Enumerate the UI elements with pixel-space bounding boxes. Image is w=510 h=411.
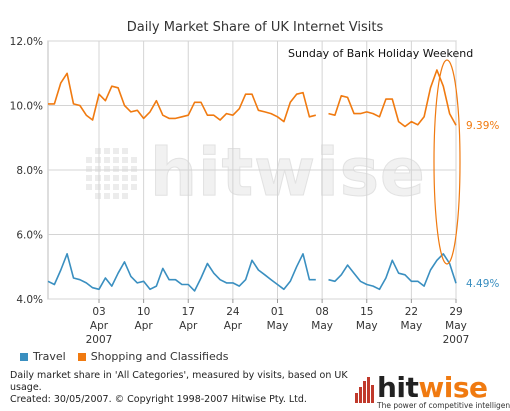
x-tick-label: May bbox=[401, 320, 423, 332]
watermark-dot bbox=[122, 148, 128, 154]
logo-bars-icon bbox=[355, 377, 375, 403]
watermark-dot bbox=[95, 175, 101, 181]
annotation-text: Sunday of Bank Holiday Weekend bbox=[288, 47, 473, 60]
x-tick-label: May bbox=[356, 320, 378, 332]
watermark-dot bbox=[95, 148, 101, 154]
watermark-dot bbox=[95, 193, 101, 199]
x-tick-label: 15 bbox=[360, 306, 373, 318]
chart-title: Daily Market Share of UK Internet Visits bbox=[127, 20, 384, 35]
watermark-dot bbox=[86, 175, 92, 181]
watermark-dot bbox=[104, 157, 110, 163]
watermark-dot bbox=[113, 166, 119, 172]
y-tick-label: 10.0% bbox=[10, 101, 43, 113]
x-tick-label: May bbox=[311, 320, 333, 332]
legend-label-shopping: Shopping and Classifieds bbox=[90, 350, 229, 363]
end-labels: 4.49% 9.39% bbox=[466, 120, 499, 290]
watermark-dot bbox=[104, 166, 110, 172]
watermark-dot bbox=[122, 166, 128, 172]
watermark-dot bbox=[113, 148, 119, 154]
watermark-dot bbox=[122, 184, 128, 190]
x-tick-label: 2007 bbox=[86, 334, 113, 346]
legend: Travel Shopping and Classifieds bbox=[20, 350, 228, 363]
y-tick-label: 8.0% bbox=[16, 165, 43, 177]
x-tick-label: 10 bbox=[137, 306, 150, 318]
y-axis: 12.0% 10.0% 8.0% 6.0% 4.0% bbox=[10, 36, 43, 306]
watermark-dot bbox=[113, 193, 119, 199]
legend-label-travel: Travel bbox=[33, 350, 66, 363]
watermark-dot bbox=[131, 166, 137, 172]
logo-wordmark: hitwise bbox=[377, 371, 488, 404]
x-tick-label: 08 bbox=[315, 306, 328, 318]
legend-swatch-shopping bbox=[77, 352, 86, 361]
x-tick-label: May bbox=[267, 320, 289, 332]
x-tick-label: 03 bbox=[92, 306, 105, 318]
logo-wordmark-prefix: hit bbox=[377, 371, 419, 404]
watermark-dot bbox=[104, 193, 110, 199]
end-label-shopping-and-classifieds: 9.39% bbox=[466, 120, 499, 132]
x-tick-label: 22 bbox=[405, 306, 418, 318]
watermark-dot bbox=[86, 157, 92, 163]
watermark-dot bbox=[122, 175, 128, 181]
y-tick-label: 4.0% bbox=[16, 294, 43, 306]
gridlines bbox=[48, 40, 457, 300]
watermark-dot bbox=[113, 175, 119, 181]
x-tick-label: 24 bbox=[226, 306, 240, 318]
legend-item-shopping: Shopping and Classifieds bbox=[77, 350, 229, 363]
y-tick-label: 12.0% bbox=[10, 36, 43, 48]
end-label-travel: 4.49% bbox=[466, 278, 499, 290]
x-tick-label: Apr bbox=[135, 320, 154, 332]
x-tick-label: 01 bbox=[271, 306, 284, 318]
watermark-dot bbox=[95, 157, 101, 163]
hitwise-logo: hitwise The power of competitive intelli… bbox=[355, 371, 510, 410]
series-line-travel bbox=[47, 253, 457, 292]
watermark-dot bbox=[131, 184, 137, 190]
watermark-dot bbox=[113, 184, 119, 190]
series-line-shopping-and-classifieds bbox=[48, 69, 457, 128]
watermark-dot bbox=[104, 175, 110, 181]
x-tick-label: 17 bbox=[182, 306, 195, 318]
hitwise-watermark: hitwise bbox=[86, 134, 426, 212]
x-tick-label: 2007 bbox=[443, 334, 470, 346]
watermark-dot bbox=[95, 166, 101, 172]
bank-holiday-highlight bbox=[433, 59, 461, 265]
watermark-dot bbox=[86, 184, 92, 190]
footnote-line-1: Daily market share in 'All Categories', … bbox=[10, 370, 348, 393]
x-tick-label: May bbox=[445, 320, 467, 332]
watermark-dot bbox=[104, 184, 110, 190]
y-tick-label: 6.0% bbox=[16, 230, 43, 242]
x-tick-label: Apr bbox=[90, 320, 109, 332]
footnote-line-2: Created: 30/05/2007. © Copyright 1998-20… bbox=[10, 394, 307, 405]
watermark-dot bbox=[122, 193, 128, 199]
x-tick-label: Apr bbox=[224, 320, 243, 332]
watermark-dot bbox=[113, 157, 119, 163]
watermark-dot bbox=[122, 157, 128, 163]
logo-wordmark-suffix: wise bbox=[418, 371, 488, 404]
watermark-dot bbox=[131, 157, 137, 163]
footnote: Daily market share in 'All Categories', … bbox=[10, 370, 350, 406]
series-lines bbox=[47, 69, 457, 292]
legend-item-travel: Travel bbox=[20, 350, 66, 363]
legend-swatch-travel bbox=[20, 352, 28, 361]
logo-tagline: The power of competitive intelligence bbox=[377, 401, 510, 410]
x-tick-label: Apr bbox=[179, 320, 198, 332]
watermark-text: hitwise bbox=[150, 134, 426, 211]
watermark-dot bbox=[104, 148, 110, 154]
watermark-dot bbox=[86, 166, 92, 172]
market-share-chart: Daily Market Share of UK Internet Visits… bbox=[10, 20, 500, 346]
x-tick-label: 29 bbox=[449, 306, 462, 318]
watermark-dot bbox=[131, 175, 137, 181]
x-axis: 03 Apr 2007 10 Apr 17 Apr 24 Apr 01 May 08 May 15 May 2… bbox=[86, 299, 470, 346]
watermark-dot bbox=[95, 184, 101, 190]
